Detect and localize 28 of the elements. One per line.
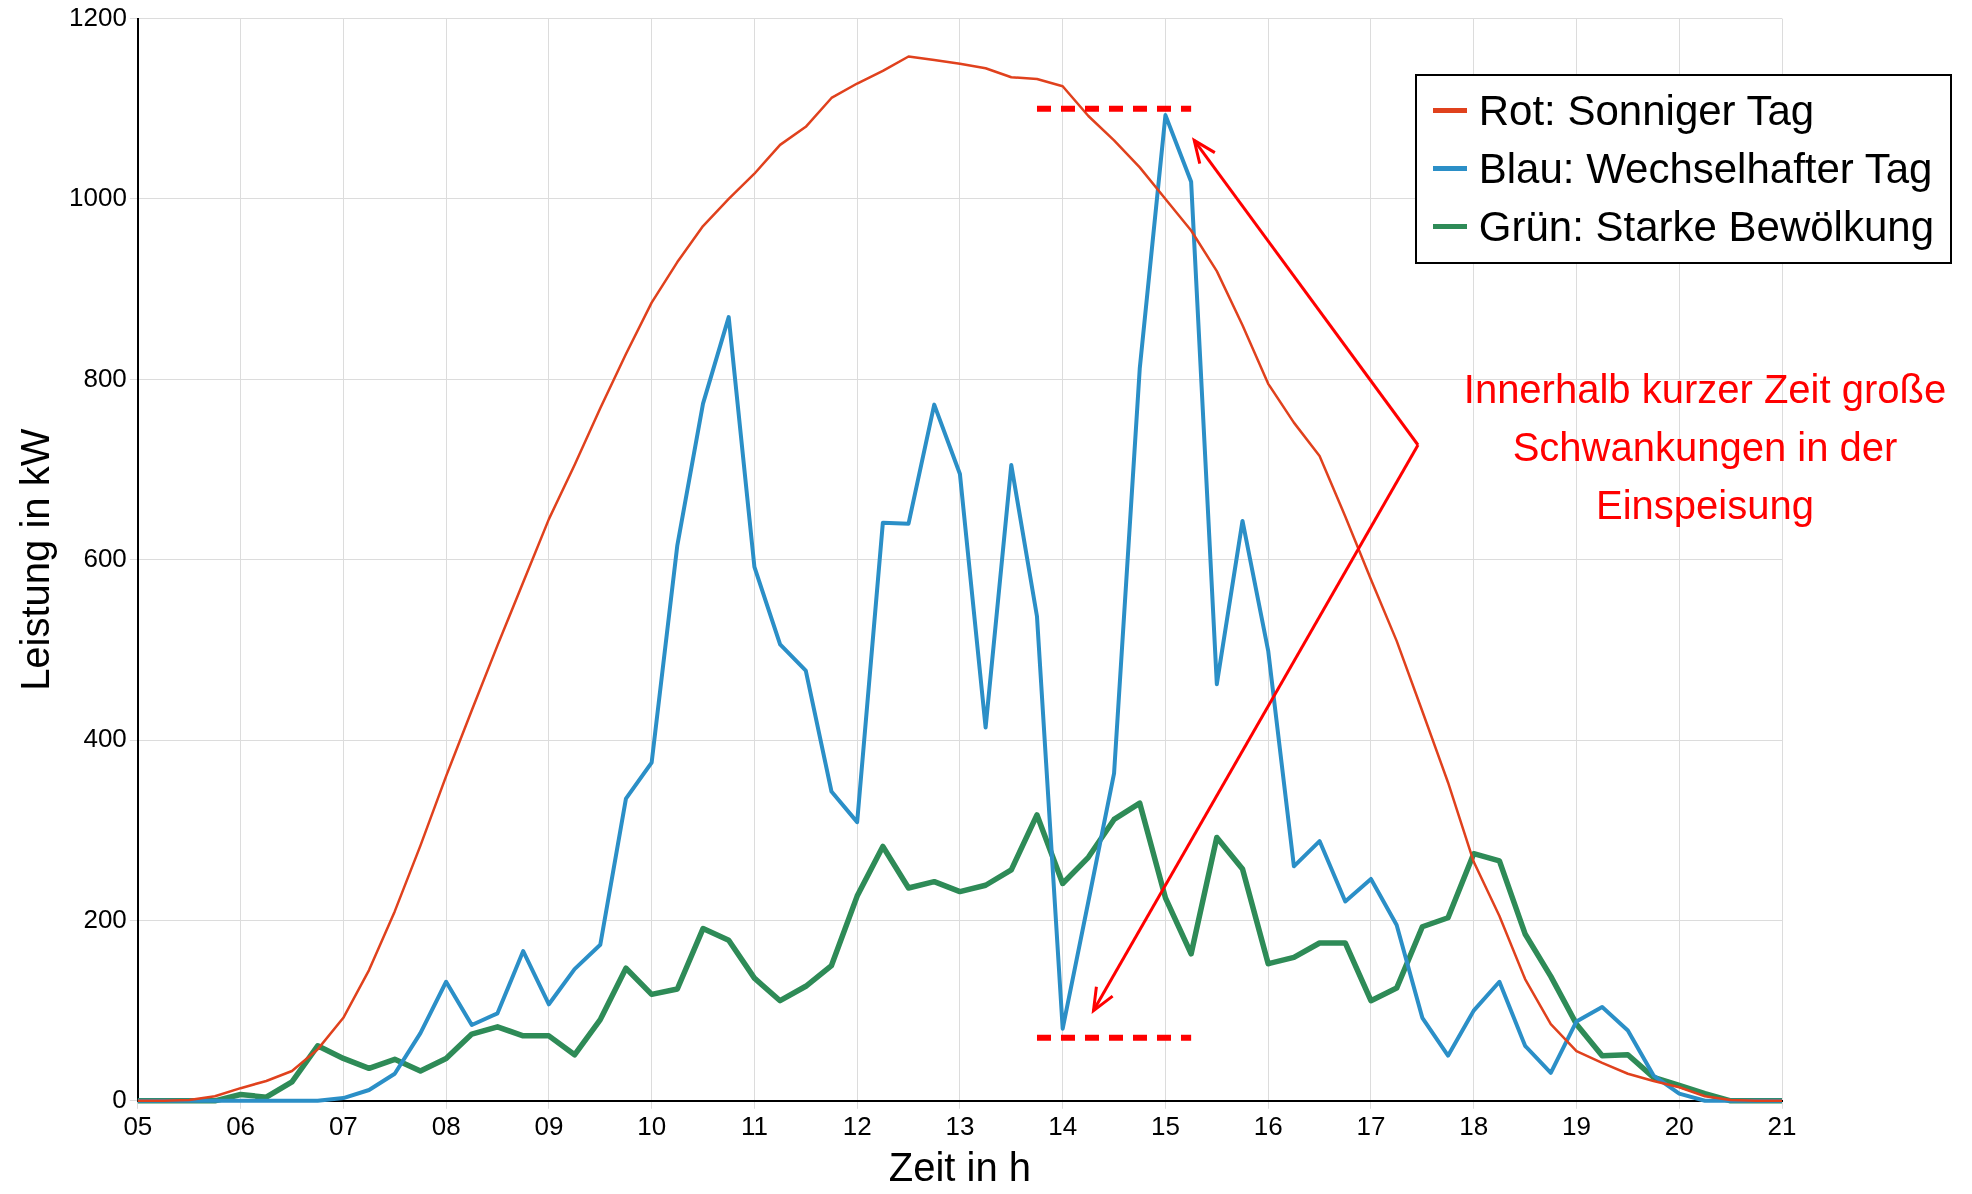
- annotation: Innerhalb kurzer Zeit große Schwankungen in der Einspeisung: [1462, 366, 1948, 529]
- x-tick-label: 12: [842, 1110, 872, 1141]
- x-tick-label: 13: [945, 1110, 975, 1141]
- x-tick-label: 16: [1253, 1110, 1283, 1141]
- x-tick-label: 19: [1562, 1110, 1591, 1141]
- x-axis-title: Zeit in h: [888, 1145, 1032, 1190]
- legend-label: Grün: Starke Bewölkung: [1478, 201, 1934, 252]
- x-tick-label: 21: [1767, 1110, 1797, 1141]
- x-tick-label: 06: [226, 1110, 256, 1141]
- legend-label: Rot: Sonniger Tag: [1478, 85, 1815, 136]
- x-tick-label: 18: [1459, 1110, 1489, 1141]
- x-tick-label: 17: [1356, 1110, 1386, 1141]
- y-tick-label: 1000: [69, 182, 127, 213]
- x-tick-label: 15: [1150, 1110, 1180, 1141]
- y-tick-label: 400: [83, 723, 127, 754]
- y-tick-label: 1200: [69, 1, 127, 32]
- y-axis-title: Leistung in kW: [13, 428, 58, 691]
- x-tick-label: 20: [1664, 1110, 1694, 1141]
- y-tick-label: 600: [83, 542, 127, 573]
- x-tick-label: 09: [534, 1110, 564, 1141]
- x-tick-label: 07: [328, 1110, 358, 1141]
- legend-label: Blau: Wechselhafter Tag: [1478, 143, 1933, 194]
- y-tick-label: 800: [83, 362, 127, 393]
- x-tick-label: 08: [431, 1110, 461, 1141]
- x-tick-label: 10: [637, 1110, 667, 1141]
- y-tick-label: 200: [83, 903, 127, 934]
- x-tick-label: 14: [1048, 1110, 1078, 1141]
- x-tick-label: 11: [740, 1110, 768, 1141]
